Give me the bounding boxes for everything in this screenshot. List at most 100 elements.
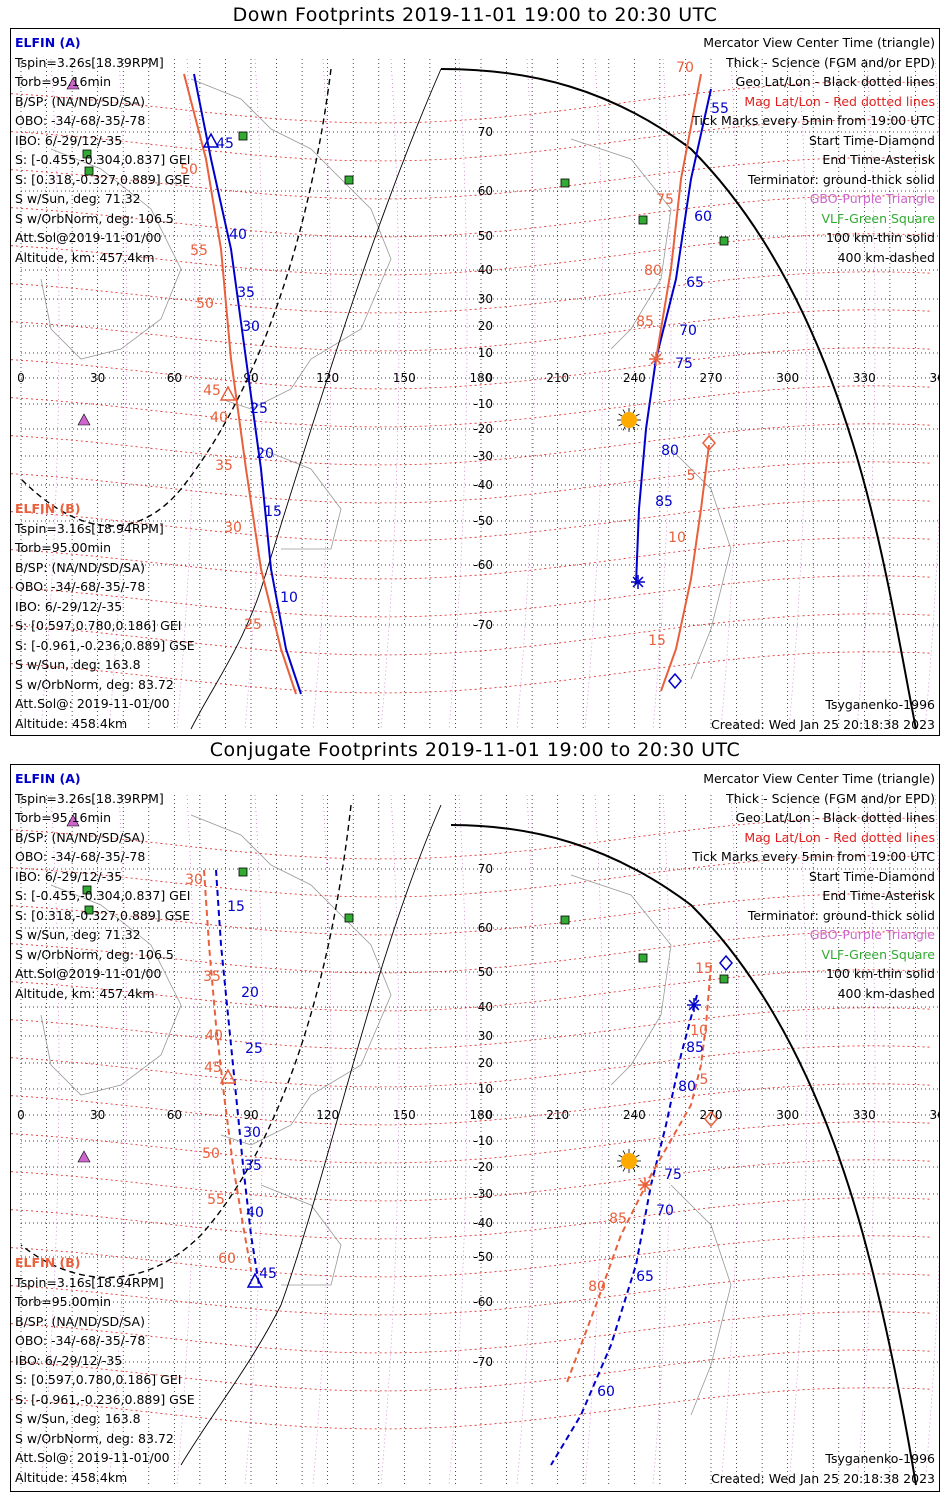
elfin-b-tick-label: 45 — [204, 1060, 222, 1076]
latitude-tick-label: 70 — [478, 862, 493, 876]
created-timestamp: Created: Wed Jan 25 20:18:38 2023 — [711, 1470, 935, 1486]
longitude-tick-label: 270 — [700, 371, 723, 385]
longitude-tick-label: 150 — [393, 1108, 416, 1122]
latitude-tick-label: 10 — [478, 346, 493, 360]
mag-meridian — [584, 58, 604, 730]
start-time-diamond — [704, 1110, 718, 1128]
elfin-a-tick-label: 45 — [216, 136, 234, 152]
legend-line: Thick - Science (FGM and/or EPD) — [726, 790, 935, 806]
start-time-diamond — [668, 672, 682, 690]
elfin-a-line: OBO: -34/-68/-35/-78 — [15, 113, 146, 128]
elfin-a-tick-label: 75 — [675, 356, 693, 372]
elfin-b-line: OBO: -34/-68/-35/-78 — [15, 1333, 146, 1348]
elfin-b-tick-label: 85 — [609, 1211, 627, 1227]
elfin-a-tick-label: 40 — [246, 1205, 264, 1221]
vlf-station-square — [719, 236, 729, 246]
elfin-b-line: B/SP: (NA/ND/SD/SA) — [15, 559, 145, 575]
mag-parallel — [11, 81, 932, 124]
elfin-b-tick-label: 70 — [676, 60, 694, 76]
mag-parallel — [11, 157, 932, 200]
elfin-b-tick-label: 85 — [636, 314, 654, 330]
gbo-triangle — [77, 413, 91, 426]
latitude-tick-label: -70 — [473, 618, 493, 632]
longitude-tick-label: 360 — [930, 1108, 939, 1122]
mag-meridian — [40, 794, 60, 1486]
elfin-a-tick-label: 80 — [661, 443, 679, 459]
mag-parallel — [11, 931, 932, 974]
longitude-tick-label: 60 — [167, 371, 182, 385]
map-legend: Mercator View Center Time (triangle) Thi… — [692, 769, 935, 1003]
conjugate-footprints-map: 0306090120150180210240270300330360706050… — [11, 794, 939, 1486]
elfin-b-line: Tspin=3.16s[18.94RPM] — [15, 1274, 164, 1290]
elfin-a-tick-label: 40 — [229, 227, 247, 243]
legend-line: 400 km-dashed — [837, 985, 935, 1001]
elfin-a-line: Altitude, km: 457.4km — [15, 985, 155, 1001]
coastline — [670, 448, 732, 680]
latitude-tick-label: -20 — [473, 1160, 493, 1174]
coastline — [190, 78, 392, 410]
vlf-station-square — [638, 953, 648, 963]
legend-line: End Time-Asterisk — [822, 888, 935, 903]
legend-line: Mercator View Center Time (triangle) — [703, 771, 935, 786]
end-time-asterisk — [688, 999, 700, 1011]
gbo-triangle — [66, 77, 80, 90]
elfin-a-tick-label: 25 — [245, 1041, 263, 1057]
panel-title-conjugate: Conjugate Footprints 2019-11-01 19:00 to… — [209, 739, 741, 761]
mag-parallel — [11, 1007, 932, 1050]
mag-parallel — [11, 1273, 932, 1316]
elfin-b-line: Altitude: 458.4km — [15, 715, 128, 731]
elfin-b-tick-label: 15 — [648, 633, 666, 649]
coastline — [40, 884, 182, 1096]
longitude-tick-label: 210 — [546, 1108, 569, 1122]
elfin-b-track — [660, 444, 710, 692]
elfin-a-line: OBO: -34/-68/-35/-78 — [15, 849, 146, 864]
vlf-station-square — [344, 913, 354, 923]
latitude-tick-label: -30 — [473, 449, 493, 463]
coastline — [40, 148, 182, 360]
longitude-tick-label: 90 — [243, 371, 258, 385]
elfin-b-line: Torb=95.00min — [15, 1294, 112, 1309]
elfin-b-track — [183, 73, 297, 695]
elfin-a-tick-label: 20 — [256, 446, 274, 462]
start-time-diamond — [719, 954, 733, 972]
mag-parallel — [11, 575, 932, 618]
longitude-tick-label: 330 — [853, 371, 876, 385]
mag-parallel — [11, 1159, 932, 1202]
end-time-asterisk — [650, 353, 662, 365]
elfin-b-line: S w/Sun, deg: 163.8 — [15, 657, 141, 672]
legend-line: Mercator View Center Time (triangle) — [703, 35, 935, 50]
elfin-b-line: S w/OrbNorm, deg: 83.72 — [15, 676, 174, 692]
elfin-a-tick-label: 85 — [686, 1040, 704, 1056]
elfin-a-line: S w/OrbNorm, deg: 106.5 — [15, 210, 174, 226]
legend-line: Start Time-Diamond — [808, 132, 935, 148]
elfin-b-line: S: [-0.961,-0.236,0.889] GSE — [15, 637, 195, 653]
coastline — [190, 814, 392, 1146]
map-footer: Tsyganenko-1996 Created: Wed Jan 25 20:1… — [711, 1449, 935, 1488]
elfin-a-info: ELFIN (A) Tspin=3.26s[18.39RPM] Torb=95.… — [15, 33, 190, 267]
legend-line: Geo Lat/Lon - Black dotted lines — [735, 74, 935, 89]
elfin-a-line: Tspin=3.26s[18.39RPM] — [15, 54, 164, 70]
elfin-b-track — [203, 869, 252, 1271]
conjugate-footprints-panel: 0306090120150180210240270300330360706050… — [10, 764, 940, 1492]
mag-meridian — [448, 58, 468, 730]
terminator-ground — [440, 68, 917, 730]
vlf-station-square — [560, 178, 570, 188]
elfin-a-line: S: [-0.455,-0.304,0.837] GEI — [15, 888, 191, 903]
elfin-a-line: S w/OrbNorm, deg: 106.5 — [15, 946, 174, 962]
start-time-diamond — [702, 434, 716, 452]
legend-line: End Time-Asterisk — [822, 152, 935, 167]
elfin-b-line: OBO: -34/-68/-35/-78 — [15, 579, 146, 594]
elfin-b-track — [565, 964, 712, 1386]
mag-meridian — [244, 794, 264, 1486]
elfin-b-tick-label: 40 — [205, 1028, 223, 1044]
legend-line: Terminator: ground-thick solid — [747, 171, 935, 187]
longitude-tick-label: 60 — [167, 1108, 182, 1122]
longitude-tick-label: 0 — [17, 1108, 25, 1122]
elfin-a-tick-label: 75 — [664, 1167, 682, 1183]
elfin-b-line: Att.Sol@: 2019-11-01/00 — [15, 696, 170, 711]
elfin-b-tick-label: 50 — [202, 1146, 220, 1162]
elfin-a-line: S: [0.318,-0.327,0.889] GSE — [15, 907, 191, 923]
mag-parallel — [11, 1387, 932, 1430]
mag-parallel — [11, 1083, 932, 1126]
end-time-asterisk — [639, 1179, 651, 1191]
